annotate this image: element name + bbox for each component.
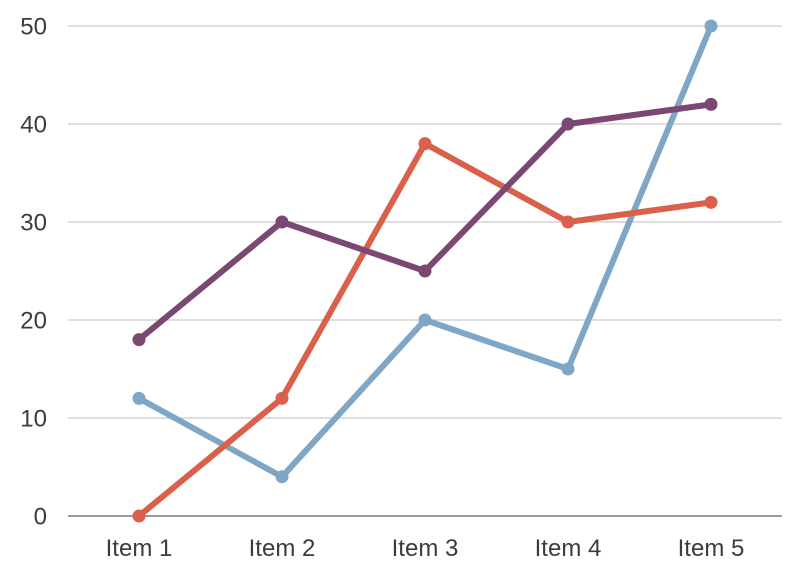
x-tick-label: Item 1	[106, 535, 173, 562]
series-2-point	[418, 137, 432, 151]
series-1-point	[704, 19, 718, 33]
series-3-point	[275, 215, 289, 229]
x-axis: Item 1 Item 2 Item 3 Item 4 Item 5	[68, 515, 782, 562]
series-1-point	[418, 313, 432, 327]
x-tick-label: Item 3	[392, 535, 459, 562]
series-1	[132, 19, 718, 484]
y-tick-label: 30	[20, 210, 47, 237]
series-1-point	[132, 391, 146, 405]
series-2-line	[136, 140, 714, 519]
x-tick-label: Item 5	[678, 535, 745, 562]
series-3-point	[418, 264, 432, 278]
x-tick-label: Item 4	[535, 535, 602, 562]
series-layer	[132, 19, 718, 523]
y-tick-label: 0	[34, 504, 47, 531]
series-2-point	[275, 391, 289, 405]
y-tick-label: 10	[20, 406, 47, 433]
series-2	[132, 137, 718, 523]
gridlines	[68, 25, 782, 419]
y-tick-label: 40	[20, 112, 47, 139]
y-axis: 0 10 20 30 40 50	[20, 14, 47, 531]
series-2-point	[132, 509, 146, 523]
series-3-point	[132, 333, 146, 347]
series-2-point	[704, 195, 718, 209]
series-3-point	[561, 117, 575, 131]
series-1-point	[561, 362, 575, 376]
y-tick-label: 20	[20, 308, 47, 335]
series-1-point	[275, 470, 289, 484]
series-1-line	[136, 23, 714, 480]
x-tick-label: Item 2	[249, 535, 316, 562]
series-3-point	[704, 97, 718, 111]
y-tick-label: 50	[20, 14, 47, 41]
series-3	[132, 97, 718, 347]
series-2-point	[561, 215, 575, 229]
